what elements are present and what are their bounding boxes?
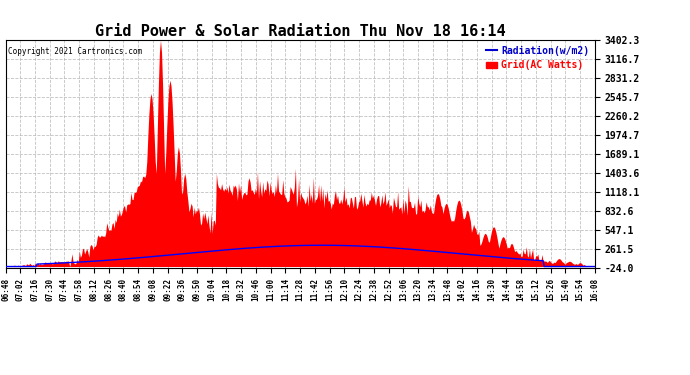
Text: Copyright 2021 Cartronics.com: Copyright 2021 Cartronics.com [8,47,143,56]
Legend: Radiation(w/m2), Grid(AC Watts): Radiation(w/m2), Grid(AC Watts) [482,42,593,74]
Title: Grid Power & Solar Radiation Thu Nov 18 16:14: Grid Power & Solar Radiation Thu Nov 18 … [95,24,506,39]
